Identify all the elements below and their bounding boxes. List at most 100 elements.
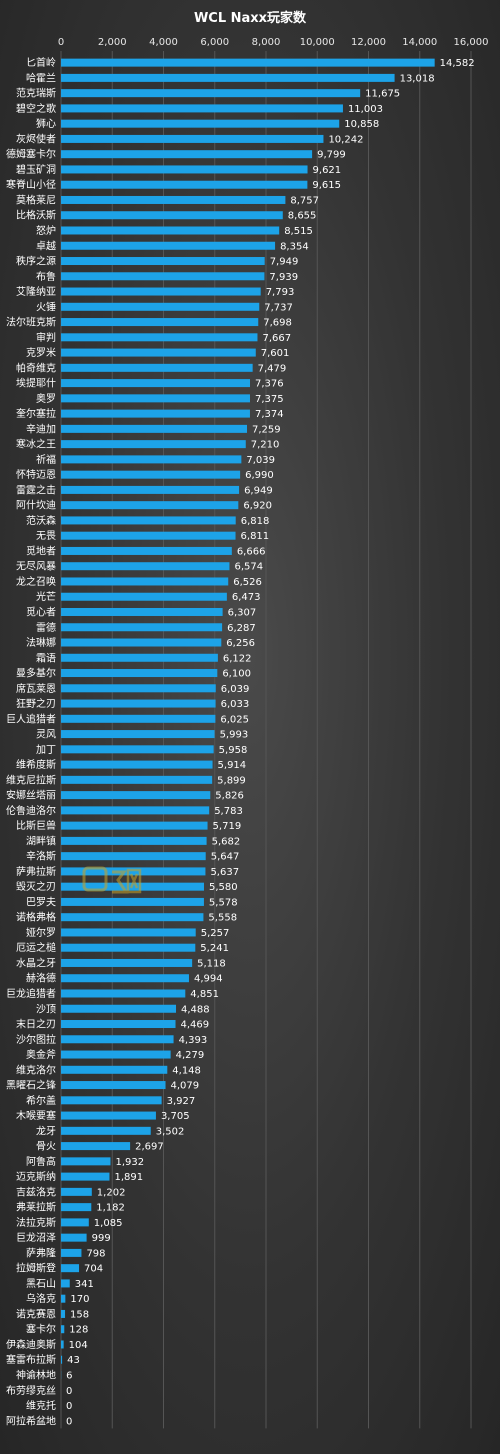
bar (61, 501, 239, 510)
value-label: 3,927 (167, 1096, 196, 1107)
bar-row: 诺克赛恩 158 (16, 1307, 89, 1320)
bar (61, 485, 240, 494)
category-label: 乌洛克 (26, 1292, 56, 1305)
value-label: 0 (66, 1416, 72, 1427)
bar-row: 吉兹洛克 1,202 (16, 1185, 125, 1198)
category-label: 塞雷布拉斯 (6, 1353, 56, 1366)
bar (61, 1218, 89, 1227)
bar (61, 318, 259, 327)
category-label: 灵风 (36, 729, 56, 741)
bar (61, 699, 216, 708)
category-label: 诺克赛恩 (16, 1307, 56, 1320)
bar (61, 1340, 64, 1349)
bar-row: 狂野之刃 6,033 (16, 697, 249, 710)
bar (61, 531, 236, 540)
category-label: 曼多基尔 (16, 667, 56, 680)
value-label: 8,515 (284, 226, 313, 237)
bar (61, 1126, 151, 1135)
bar-row: 龙牙 3,502 (36, 1124, 184, 1137)
chart-title: WCL Naxx玩家数 (194, 10, 307, 26)
category-label: 寒脊山小径 (6, 178, 56, 191)
category-label: 木喉要塞 (16, 1109, 56, 1122)
bar-row: 诺格弗格 5,558 (16, 911, 237, 924)
value-label: 5,826 (215, 791, 244, 802)
category-label: 法琳娜 (26, 636, 56, 649)
bar-row: 帕奇维克 7,479 (16, 361, 286, 374)
bar-row: 德姆塞卡尔 9,799 (6, 148, 346, 161)
value-label: 0 (66, 1386, 72, 1397)
bar (61, 73, 395, 82)
bar-row: 范沃森 6,818 (26, 514, 269, 527)
value-label: 128 (69, 1325, 88, 1336)
bar-row: 比斯巨兽 5,719 (16, 819, 241, 832)
value-label: 8,655 (288, 211, 317, 222)
bar-row: 范克瑞斯 11,675 (16, 87, 400, 100)
bar (61, 1294, 66, 1303)
value-label: 0 (66, 1401, 72, 1412)
bar-row: 席瓦莱恩 6,039 (16, 682, 249, 695)
value-label: 6,574 (234, 562, 263, 573)
bar (61, 897, 204, 906)
bar-row: 萨弗拉斯 5,637 (16, 865, 239, 878)
bar (61, 1065, 168, 1074)
category-label: 沙顶 (36, 1003, 56, 1015)
category-label: 比格沃斯 (16, 209, 56, 222)
bar-row: 布鲁 7,939 (36, 270, 298, 283)
bar (61, 546, 232, 555)
bar (61, 653, 218, 662)
x-tick-label: 10,000 (300, 37, 335, 48)
bar-row: 湖畔镇 5,682 (26, 834, 240, 847)
category-label: 湖畔镇 (26, 834, 56, 847)
category-label: 维克洛尔 (16, 1063, 56, 1076)
value-label: 704 (84, 1264, 103, 1275)
bar-row: 厄运之槌 5,241 (16, 941, 229, 954)
bar-row: 匕首岭 14,582 (26, 56, 475, 69)
bar-row: 巨龙追猎者 4,851 (6, 987, 219, 1000)
bar (61, 943, 196, 952)
bar-row: 灵风 5,993 (36, 729, 248, 741)
category-label: 比斯巨兽 (16, 819, 56, 832)
bar-row: 迈克斯纳 1,891 (16, 1170, 143, 1183)
bar-row: 神谕林地 6 (16, 1368, 73, 1381)
x-tick-label: 16,000 (454, 37, 489, 48)
bar-row: 弗莱拉斯 1,182 (16, 1201, 125, 1214)
category-label: 寒冰之王 (16, 438, 56, 451)
value-label: 5,719 (213, 821, 242, 832)
bar (61, 287, 261, 296)
category-label: 迈克斯纳 (16, 1170, 56, 1183)
bar (61, 302, 260, 311)
bar (61, 638, 222, 647)
bar (61, 669, 218, 678)
category-label: 吉兹洛克 (16, 1185, 56, 1198)
value-label: 4,469 (181, 1020, 210, 1031)
value-label: 7,793 (266, 287, 295, 298)
bar-row: 艾隆纳亚 7,793 (16, 285, 294, 298)
category-label: 埃提耶什 (16, 377, 56, 390)
value-label: 6,033 (221, 699, 250, 710)
category-label: 范克瑞斯 (16, 87, 56, 100)
category-label: 觅地者 (26, 544, 56, 557)
bar (61, 440, 246, 449)
value-label: 8,354 (280, 241, 309, 252)
bar (61, 989, 186, 998)
category-label: 弗莱拉斯 (16, 1201, 56, 1214)
category-label: 厄运之槌 (16, 941, 56, 954)
category-label: 审判 (36, 331, 56, 344)
bar (61, 119, 340, 128)
bar-row: 无畏 6,811 (36, 530, 269, 542)
bar-row: 阿鲁高 1,932 (26, 1155, 144, 1168)
bar-row: 法尔班克斯 7,698 (6, 316, 292, 329)
category-label: 狂野之刃 (16, 697, 56, 710)
bar (61, 1355, 63, 1364)
bar-row: 比格沃斯 8,655 (16, 209, 316, 222)
category-label: 安娜丝塔丽 (6, 789, 56, 802)
value-label: 7,259 (252, 424, 281, 435)
value-label: 5,118 (197, 958, 226, 969)
bar-row: 维克托 0 (26, 1399, 72, 1412)
category-label: 维希度斯 (16, 758, 56, 771)
category-label: 匕首岭 (26, 56, 56, 69)
bar (61, 180, 308, 189)
value-label: 9,615 (312, 180, 341, 191)
value-label: 11,675 (365, 89, 400, 100)
bar (61, 89, 361, 98)
